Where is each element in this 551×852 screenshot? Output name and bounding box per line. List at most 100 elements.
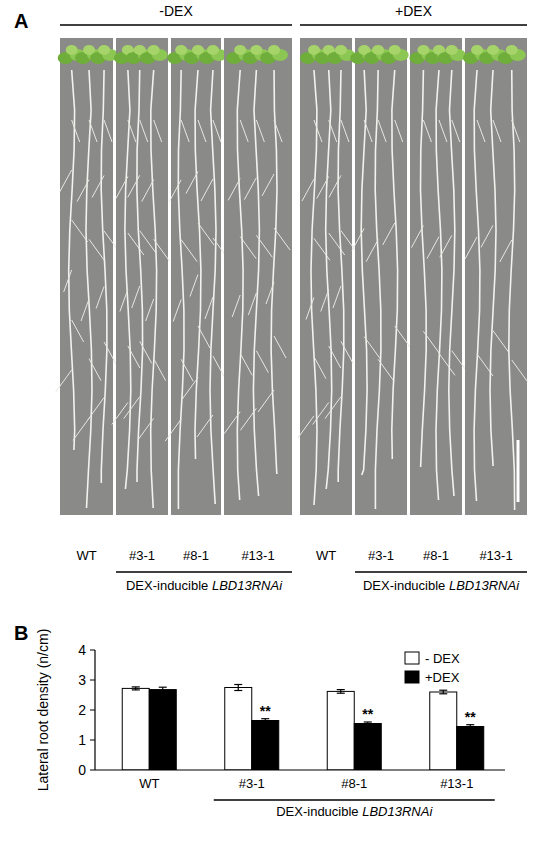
lateral-root	[411, 226, 423, 248]
legend-label: +DEX	[425, 670, 460, 685]
error-cap	[132, 689, 140, 690]
lateral-root	[56, 370, 72, 392]
y-tick-label: 0	[78, 762, 86, 778]
lateral-root	[314, 120, 322, 142]
significance: **	[362, 706, 373, 722]
treatment-label: -DEX	[159, 3, 193, 19]
bar	[122, 688, 149, 770]
leaf	[66, 45, 78, 55]
lateral-root	[201, 179, 213, 201]
lateral-root	[181, 120, 189, 142]
photo-panel	[60, 38, 113, 515]
lateral-root	[465, 237, 477, 259]
error-cap	[234, 690, 242, 691]
lateral-root	[427, 237, 439, 259]
scale-bar	[517, 440, 520, 502]
bar	[327, 691, 354, 770]
lateral-root	[140, 120, 148, 142]
lateral-root	[341, 231, 357, 253]
root	[178, 70, 184, 509]
lateral-root	[256, 351, 268, 373]
lateral-root	[96, 287, 104, 309]
photo-panel	[171, 38, 221, 515]
leaf	[234, 45, 246, 55]
y-tick	[90, 740, 95, 741]
lateral-root	[366, 240, 378, 262]
lateral-root	[138, 418, 154, 440]
error-cap	[132, 686, 140, 687]
photo-panel	[116, 38, 168, 515]
leaf	[335, 45, 347, 55]
lateral-root	[493, 120, 501, 142]
plot-area	[122, 685, 484, 771]
line-label: #8-1	[183, 548, 209, 563]
error-bar	[466, 725, 474, 729]
x-axis	[95, 769, 505, 770]
y-tick	[90, 650, 95, 651]
lateral-root	[274, 228, 290, 250]
lateral-root	[341, 341, 353, 363]
root	[210, 70, 216, 504]
line-label: #13-1	[241, 548, 274, 563]
legend-swatch	[405, 671, 419, 683]
lateral-root	[439, 353, 455, 375]
lateral-root	[378, 120, 386, 142]
treatment-bracket	[300, 24, 527, 26]
line-label: WT	[76, 548, 96, 563]
lateral-root	[274, 336, 286, 358]
root	[101, 70, 107, 483]
lateral-root	[154, 239, 170, 261]
lateral-root	[232, 295, 240, 317]
lateral-root	[364, 120, 372, 142]
panel-label: A	[14, 10, 28, 32]
lateral-root	[493, 331, 509, 353]
root	[392, 70, 398, 459]
lateral-root	[198, 223, 214, 245]
error-bar	[261, 719, 269, 723]
line-label: #8-1	[423, 548, 449, 563]
label-part: LBD13RNAi	[362, 804, 433, 819]
lateral-root	[395, 120, 403, 142]
lateral-root	[205, 297, 213, 319]
group-label: DEX-inducible LBD13RNAi	[363, 578, 520, 593]
error-cap	[439, 690, 447, 691]
error-cap	[261, 722, 269, 723]
lateral-root	[198, 120, 206, 142]
bar	[149, 690, 176, 770]
lateral-root	[181, 359, 193, 381]
lateral-root	[256, 235, 272, 257]
lateral-root	[306, 298, 314, 320]
lateral-root	[89, 359, 101, 381]
lateral-root	[120, 290, 128, 312]
lateral-root	[500, 240, 512, 262]
lateral-root	[224, 412, 240, 434]
leaf	[417, 45, 429, 55]
bar	[225, 688, 252, 771]
y-tick	[90, 710, 95, 711]
group-bracket	[214, 799, 495, 801]
error-cap	[337, 693, 345, 694]
lateral-root	[124, 397, 140, 419]
leaf	[372, 45, 384, 55]
group-bracket	[355, 571, 527, 573]
root	[326, 70, 332, 489]
lateral-root	[298, 416, 314, 438]
lateral-root	[314, 238, 330, 260]
leaf	[487, 45, 499, 55]
lateral-root	[321, 290, 329, 312]
lateral-root	[481, 225, 493, 247]
lateral-root	[165, 419, 181, 441]
root	[490, 70, 496, 466]
lateral-root	[213, 120, 221, 142]
lateral-root	[128, 120, 136, 142]
lateral-root	[182, 378, 198, 400]
error-bar	[337, 690, 345, 694]
leaf	[389, 45, 401, 55]
lateral-root	[423, 331, 439, 353]
lateral-root	[440, 235, 452, 257]
lateral-root	[186, 172, 198, 194]
root	[151, 70, 157, 508]
lateral-root	[258, 390, 274, 412]
root	[125, 70, 131, 489]
error-cap	[159, 687, 167, 688]
